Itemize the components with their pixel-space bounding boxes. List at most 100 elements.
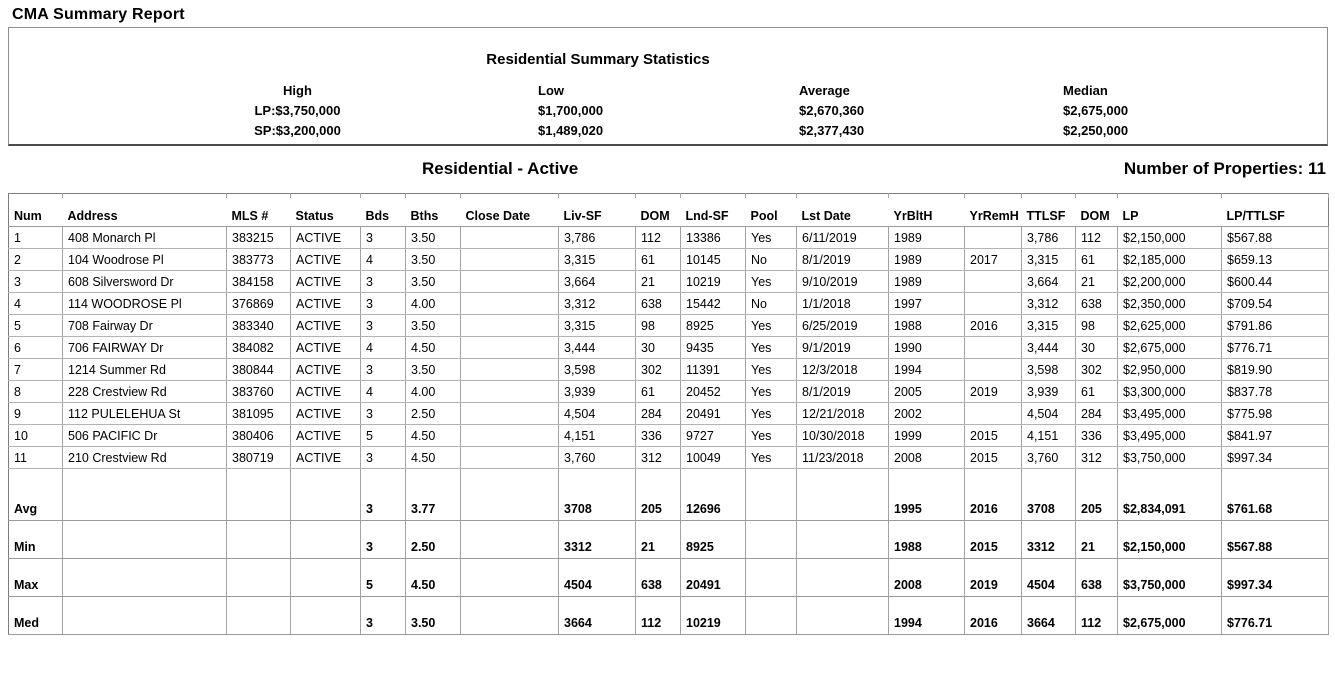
- cell: 3: [360, 292, 406, 315]
- cell: $2,185,000: [1117, 248, 1222, 271]
- cell: 383760: [226, 380, 291, 403]
- cell: [460, 402, 559, 425]
- tick-cell: [635, 193, 681, 198]
- cell: 7: [8, 358, 63, 381]
- cell: $2,150,000: [1117, 520, 1222, 559]
- summary-row: Avg 3 3.77 3708 205 12696 1995 2016 3708 205 $2,83…: [8, 468, 1329, 521]
- cell: 2002: [888, 402, 965, 425]
- tick-cell: [290, 193, 361, 198]
- cell: 4.50: [405, 558, 461, 597]
- cell: 2019: [964, 380, 1022, 403]
- cell: 302: [1075, 358, 1118, 381]
- cell: 4.50: [405, 424, 461, 447]
- cell: [796, 520, 889, 559]
- stat-value-lp: $2,670,360: [799, 103, 865, 118]
- cell: 4,504: [1021, 402, 1076, 425]
- cell: $2,834,091: [1117, 468, 1222, 521]
- cell: 4.00: [405, 292, 461, 315]
- stat-column-high: High LP:$3,750,000 SP:$3,200,000: [181, 81, 414, 141]
- cell: 3,315: [558, 314, 636, 337]
- cell: $837.78: [1221, 380, 1329, 403]
- cell: 2016: [964, 596, 1022, 635]
- column-header: DOM: [635, 197, 681, 227]
- cell: [226, 596, 291, 635]
- tick-cell: [1075, 193, 1118, 198]
- cell: 9727: [680, 424, 746, 447]
- cell: 3.50: [405, 314, 461, 337]
- cell: [62, 520, 227, 559]
- table-row: 8 228 Crestview Rd 383760 ACTIVE 4 4.00 3,939 6…: [8, 380, 1329, 403]
- column-header: Lnd-SF: [680, 197, 746, 227]
- cell: 3.50: [405, 248, 461, 271]
- table-row: 7 1214 Summer Rd 380844 ACTIVE 3 3.50 3,598 302…: [8, 358, 1329, 381]
- cell: [460, 558, 559, 597]
- cell: 4504: [1021, 558, 1076, 597]
- cell: 8: [8, 380, 63, 403]
- tick-cell: [1221, 193, 1329, 198]
- cell: 10: [8, 424, 63, 447]
- cell: [796, 596, 889, 635]
- cell: [796, 468, 889, 521]
- tick-cell: [8, 193, 63, 198]
- cell: 3708: [558, 468, 636, 521]
- stat-value-sp: $2,250,000: [1063, 123, 1129, 138]
- tick-cell: [680, 193, 746, 198]
- summary-row: Min 3 2.50 3312 21 8925 1988 2015 3312 21 $2,150,0…: [8, 520, 1329, 559]
- cell: 3: [360, 446, 406, 469]
- cell: Yes: [745, 446, 797, 469]
- cell: 21: [1075, 270, 1118, 293]
- cell: 21: [635, 270, 681, 293]
- cell: 98: [635, 314, 681, 337]
- cell: $791.86: [1221, 314, 1329, 337]
- cell: 1999: [888, 424, 965, 447]
- cell: 3312: [558, 520, 636, 559]
- cell: Yes: [745, 380, 797, 403]
- cell: 8/1/2019: [796, 380, 889, 403]
- stat-value-lp: LP:$3,750,000: [254, 103, 341, 118]
- cell: 4.50: [405, 446, 461, 469]
- cell: 708 Fairway Dr: [62, 314, 227, 337]
- cell: 9/10/2019: [796, 270, 889, 293]
- cell: 3,760: [558, 446, 636, 469]
- cell: $997.34: [1221, 446, 1329, 469]
- cell: 380719: [226, 446, 291, 469]
- summary-statistics-box: Residential Summary Statistics High LP:$3…: [8, 27, 1328, 146]
- cell: 3,664: [558, 270, 636, 293]
- table-body: 1 408 Monarch Pl 383215 ACTIVE 3 3.50 3,786 112…: [8, 226, 1329, 635]
- cell: $567.88: [1221, 520, 1329, 559]
- cell: [226, 558, 291, 597]
- stat-column-average: Average $2,670,360 $2,377,430: [799, 81, 1009, 141]
- cell: 20491: [680, 558, 746, 597]
- cell: 506 PACIFIC Dr: [62, 424, 227, 447]
- cell: 6: [8, 336, 63, 359]
- cell: $3,495,000: [1117, 424, 1222, 447]
- cell: 1989: [888, 270, 965, 293]
- cell: 4: [8, 292, 63, 315]
- table-row: 10 506 PACIFIC Dr 380406 ACTIVE 5 4.50 4,151 33…: [8, 424, 1329, 447]
- cell: [964, 226, 1022, 249]
- cell: 114 WOODROSE Pl: [62, 292, 227, 315]
- cell: 112: [1075, 596, 1118, 635]
- cell: 3,939: [558, 380, 636, 403]
- cell: $841.97: [1221, 424, 1329, 447]
- cell: 4,504: [558, 402, 636, 425]
- cell: 1214 Summer Rd: [62, 358, 227, 381]
- cell: 11/23/2018: [796, 446, 889, 469]
- column-header: Bths: [405, 197, 461, 227]
- properties-table: Num Address MLS # Status Bds Bths Close Date Li…: [8, 193, 1329, 635]
- cell: 61: [1075, 380, 1118, 403]
- stat-value-sp: $2,377,430: [799, 123, 865, 138]
- cell: 336: [1075, 424, 1118, 447]
- stat-value-sp: $1,489,020: [538, 123, 604, 138]
- cell: 3,939: [1021, 380, 1076, 403]
- cell: 12696: [680, 468, 746, 521]
- cell: 608 Silversword Dr: [62, 270, 227, 293]
- cell: $709.54: [1221, 292, 1329, 315]
- cell: [745, 468, 797, 521]
- table-row: 5 708 Fairway Dr 383340 ACTIVE 3 3.50 3,315 98 8…: [8, 314, 1329, 337]
- column-header: DOM: [1075, 197, 1118, 227]
- cell: $659.13: [1221, 248, 1329, 271]
- column-header: YrRemH: [964, 197, 1022, 227]
- cell: No: [745, 248, 797, 271]
- cell: No: [745, 292, 797, 315]
